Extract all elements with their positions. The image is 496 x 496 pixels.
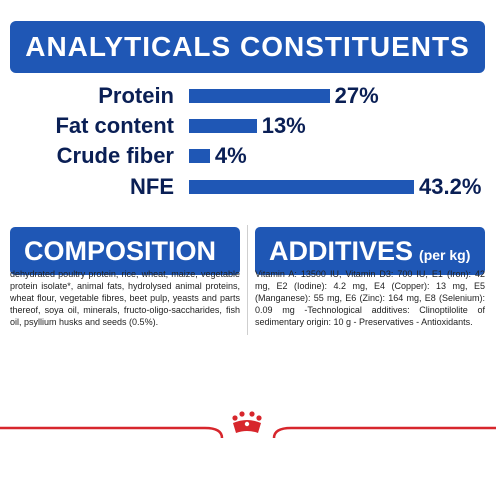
analytical-value: 13% bbox=[261, 113, 306, 138]
composition-header: COMPOSITION bbox=[10, 227, 240, 275]
additives-text: Vitamin A: 13500 IU, Vitamin D3: 700 IU,… bbox=[255, 269, 485, 327]
footer-divider bbox=[0, 426, 496, 439]
analytical-bar bbox=[189, 89, 330, 103]
analytical-row: Crude fiber 4% bbox=[0, 143, 496, 169]
analytical-bar bbox=[189, 119, 257, 133]
additives-title-text: ADDITIVES bbox=[269, 236, 414, 266]
analytical-bar bbox=[189, 180, 414, 194]
analytical-label: Crude fiber bbox=[56, 143, 174, 168]
analytical-row: NFE 43.2% bbox=[0, 174, 496, 200]
analytical-label: NFE bbox=[130, 174, 174, 199]
analytical-header: ANALYTICALS CONSTITUENTS bbox=[10, 21, 485, 73]
analytical-value: 43.2% bbox=[419, 174, 482, 199]
composition-title: COMPOSITION bbox=[24, 236, 217, 266]
section-divider bbox=[247, 225, 248, 335]
composition-text: dehydrated poultry protein, rice, wheat,… bbox=[10, 269, 240, 327]
royal-canin-crown-icon bbox=[232, 411, 262, 433]
analytical-label: Protein bbox=[98, 83, 174, 108]
analytical-value: 27% bbox=[334, 83, 379, 108]
additives-suffix: (per kg) bbox=[419, 247, 471, 263]
analytical-label: Fat content bbox=[55, 113, 174, 138]
additives-header: ADDITIVES (per kg) bbox=[255, 227, 485, 275]
analytical-title: ANALYTICALS CONSTITUENTS bbox=[25, 31, 470, 62]
analytical-bar bbox=[189, 149, 210, 163]
analytical-value: 4% bbox=[214, 143, 247, 168]
analytical-row: Fat content 13% bbox=[0, 113, 496, 139]
additives-title: ADDITIVES (per kg) bbox=[269, 227, 470, 275]
analytical-row: Protein 27% bbox=[0, 83, 496, 109]
